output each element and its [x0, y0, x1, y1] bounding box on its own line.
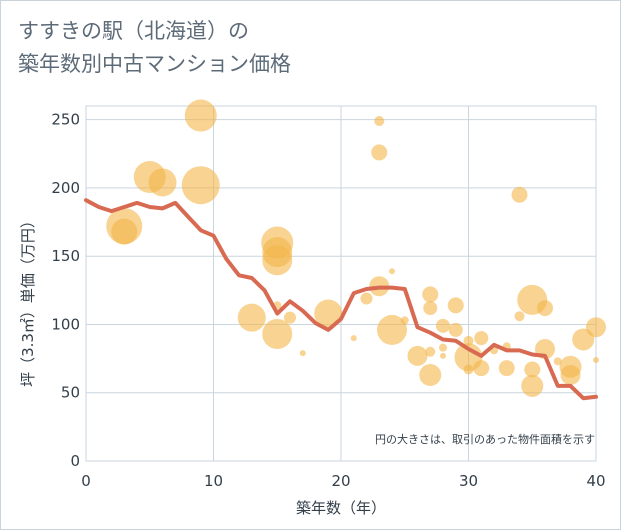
data-bubble — [439, 343, 447, 352]
y-tick-label: 0 — [70, 452, 80, 470]
data-bubble — [360, 292, 373, 305]
data-bubble — [389, 268, 395, 275]
data-bubble — [422, 286, 439, 303]
x-tick-label: 40 — [586, 472, 605, 490]
y-tick-label: 200 — [51, 179, 80, 197]
data-bubble — [423, 301, 438, 316]
x-tick-label: 0 — [81, 472, 91, 490]
grid — [85, 105, 597, 462]
data-bubble — [447, 297, 464, 314]
data-bubble — [440, 352, 446, 359]
data-bubble — [350, 335, 357, 342]
data-bubble — [184, 99, 217, 132]
data-bubble — [371, 144, 388, 161]
size-note: 円の大きさは、取引のあった物件面積を示す — [375, 432, 595, 446]
x-tick-label: 20 — [331, 472, 350, 490]
data-bubble — [511, 186, 528, 203]
data-bubble — [314, 299, 343, 328]
data-bubble — [463, 364, 474, 375]
data-bubble — [284, 311, 296, 324]
axes: 0 50 100 150 200 250 0 10 20 30 40 — [51, 111, 605, 490]
chart-title: すすきの駅（北海道）の 築年数別中古マンション価格 — [18, 19, 291, 76]
data-bubble — [262, 245, 293, 276]
data-bubble — [448, 322, 463, 337]
data-bubble — [299, 350, 306, 357]
x-tick-label: 30 — [459, 472, 478, 490]
y-axis-title: 坪（3.3㎡）単価（万円） — [19, 213, 37, 387]
data-bubble — [262, 319, 293, 350]
data-bubble — [521, 374, 544, 397]
data-bubble — [407, 345, 428, 366]
data-bubble — [425, 346, 436, 357]
data-bubble — [181, 166, 220, 205]
trend-line-layer — [84, 198, 598, 401]
y-tick-label: 250 — [51, 111, 80, 129]
data-bubble — [524, 361, 541, 378]
data-bubble — [419, 363, 442, 386]
y-tick-label: 150 — [51, 247, 80, 265]
data-bubble — [537, 300, 553, 317]
y-tick-label: 100 — [51, 315, 80, 333]
data-bubble — [377, 314, 407, 345]
data-bubble — [498, 360, 515, 377]
y-tick-label: 50 — [61, 384, 80, 402]
data-bubble — [374, 116, 385, 127]
data-bubble — [111, 218, 138, 245]
data-bubble — [586, 317, 606, 338]
data-bubble — [514, 311, 525, 322]
data-bubble — [593, 356, 599, 363]
data-bubble — [237, 303, 266, 332]
data-bubble — [560, 364, 581, 385]
bubble-layer — [106, 99, 606, 397]
data-bubble — [553, 357, 562, 366]
data-bubble — [463, 335, 474, 346]
data-bubble — [473, 360, 490, 377]
x-tick-label: 10 — [204, 472, 223, 490]
data-bubble — [436, 318, 450, 333]
x-axis-title: 築年数（年） — [296, 499, 386, 517]
data-bubble — [400, 316, 409, 325]
data-bubble — [148, 168, 177, 197]
data-bubble — [474, 331, 489, 346]
average-price-line — [84, 198, 598, 401]
